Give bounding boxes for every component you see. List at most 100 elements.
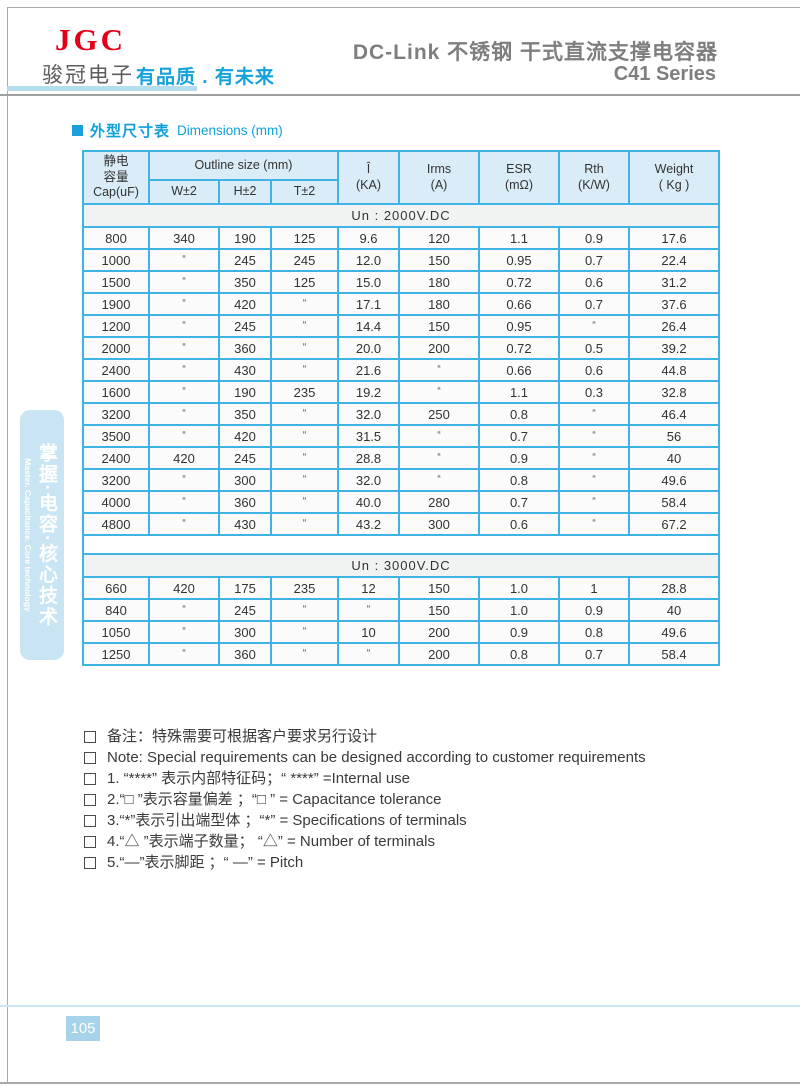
table-cell: 840 [82, 598, 150, 622]
table-cell: 0.72 [478, 336, 560, 360]
note-text: Note: Special requirements can be design… [107, 749, 646, 766]
table-cell: “ [148, 336, 220, 360]
table-cell: “ [148, 292, 220, 316]
table-cell: 0.3 [558, 380, 630, 404]
col-header-width: W±2 [148, 179, 220, 205]
table-cell: 0.5 [558, 336, 630, 360]
table-cell: 190 [218, 226, 272, 250]
table-cell: “ [148, 468, 220, 492]
table-cell: 235 [270, 380, 339, 404]
table-cell: “ [148, 314, 220, 338]
checkbox-icon [84, 751, 96, 764]
checkbox-icon [84, 772, 96, 785]
note-text: 3.“*”表示引出端型体 ；“*” = Specifications of te… [107, 812, 467, 829]
table-cell: “ [270, 424, 339, 448]
col-header-weight: Weight ( Kg ) [628, 150, 720, 205]
table-cell: 245 [218, 446, 272, 470]
voltage-group-row: Un : 2000V.DC [82, 203, 720, 228]
table-row: 840 “245 ““150 1.0 0.9 40 [82, 598, 720, 622]
note-line: 2.“□ ”表示容量偏差 ；“□ ” = Capacitance toleran… [84, 792, 646, 807]
table-cell: 125 [270, 226, 339, 250]
table-cell: 0.8 [478, 402, 560, 426]
table-cell: 0.7 [478, 490, 560, 514]
table-subheader-row: W±2 H±2 T±2 [83, 179, 719, 205]
table-cell: “ [148, 642, 220, 666]
table-cell: 10 [337, 620, 400, 644]
table-cell: 1000 [82, 248, 150, 272]
table-cell: “ [148, 248, 220, 272]
table-cell: 2000 [82, 336, 150, 360]
table-row: 1900 “420 “17.1 180 0.66 0.7 37.6 [82, 292, 720, 316]
table-cell: 200 [398, 620, 480, 644]
note-line: 3.“*”表示引出端型体 ；“*” = Specifications of te… [84, 813, 646, 828]
table-row: 4800 “430 “43.2 300 0.6 “67.2 [82, 512, 720, 536]
table-cell: “ [337, 642, 400, 666]
document-title: DC-Link 不锈钢 干式直流支撑电容器 [352, 41, 718, 64]
table-cell: 1200 [82, 314, 150, 338]
table-cell: “ [270, 358, 339, 382]
note-text: 4.“△ ”表示端子数量； “△” = Number of terminals [107, 833, 435, 850]
table-cell: 17.6 [628, 226, 720, 250]
table-cell: 37.6 [628, 292, 720, 316]
table-cell: 280 [398, 490, 480, 514]
voltage-group-row: Un : 3000V.DC [82, 553, 720, 578]
page-number-badge: 105 [66, 1016, 100, 1041]
table-row: 2400 “430 “21.6 “0.66 0.6 44.8 [82, 358, 720, 382]
sidebar-text-en: Master. Capacitance. Core technology [23, 458, 33, 612]
table-cell: 0.8 [478, 468, 560, 492]
note-text: 5.“—”表示脚距 ；“ —” = Pitch [107, 854, 304, 871]
table-cell: 0.8 [558, 620, 630, 644]
table-cell: 350 [218, 402, 272, 426]
table-cell: 39.2 [628, 336, 720, 360]
table-cell: 420 [148, 446, 220, 470]
table-cell: 40.0 [337, 490, 400, 514]
spacer-cell [82, 534, 720, 555]
table-cell: “ [148, 380, 220, 404]
frame-line-left [7, 7, 8, 1082]
col-header-capacitance: 静电 容量 Cap(uF) [82, 150, 150, 205]
table-cell: 9.6 [337, 226, 400, 250]
table-cell: 180 [398, 292, 480, 316]
table-cell: “ [148, 358, 220, 382]
table-cell: 32.0 [337, 468, 400, 492]
table-cell: 245 [218, 598, 272, 622]
col-header-irms: Irms (A) [398, 150, 480, 205]
table-cell: “ [398, 358, 480, 382]
checkbox-icon [84, 856, 96, 869]
table-cell: 4800 [82, 512, 150, 536]
header-divider [0, 94, 800, 96]
table-cell: 0.66 [478, 292, 560, 316]
table-cell: 31.2 [628, 270, 720, 294]
table-cell: “ [148, 490, 220, 514]
checkbox-icon [84, 814, 96, 827]
table-cell: 0.9 [478, 620, 560, 644]
table-row: 1050 “300 “10 200 0.9 0.8 49.6 [82, 620, 720, 644]
note-line: 备注：特殊需要可根据客户要求另行设计 [84, 729, 646, 744]
table-cell: “ [148, 424, 220, 448]
note-text: 2.“□ ”表示容量偏差 ；“□ ” = Capacitance toleran… [107, 791, 442, 808]
table-cell: “ [270, 402, 339, 426]
table-header-row: 静电 容量 Cap(uF) Outline size (mm) Î (KA) I… [82, 150, 720, 205]
table-cell: “ [398, 424, 480, 448]
table-cell: “ [398, 380, 480, 404]
dimensions-table: 静电 容量 Cap(uF) Outline size (mm) Î (KA) I… [82, 150, 720, 666]
table-row: 1250 “360 ““200 0.8 0.7 58.4 [82, 642, 720, 666]
table-cell: 190 [218, 380, 272, 404]
table-cell: 0.7 [558, 248, 630, 272]
table-cell: 660 [82, 576, 150, 600]
checkbox-icon [84, 835, 96, 848]
table-cell: 3200 [82, 468, 150, 492]
table-cell: 40 [628, 446, 720, 470]
table-cell: 26.4 [628, 314, 720, 338]
logo-underline [7, 86, 197, 91]
table-cell: 19.2 [337, 380, 400, 404]
table-cell: “ [270, 598, 339, 622]
table-cell: 200 [398, 336, 480, 360]
table-cell: “ [558, 468, 630, 492]
table-cell: 20.0 [337, 336, 400, 360]
table-cell: 245 [218, 248, 272, 272]
company-slogan: 有品质 . 有未来 [136, 67, 275, 88]
table-cell: 1500 [82, 270, 150, 294]
spacer-row [82, 534, 720, 555]
table-cell: 1.1 [478, 226, 560, 250]
